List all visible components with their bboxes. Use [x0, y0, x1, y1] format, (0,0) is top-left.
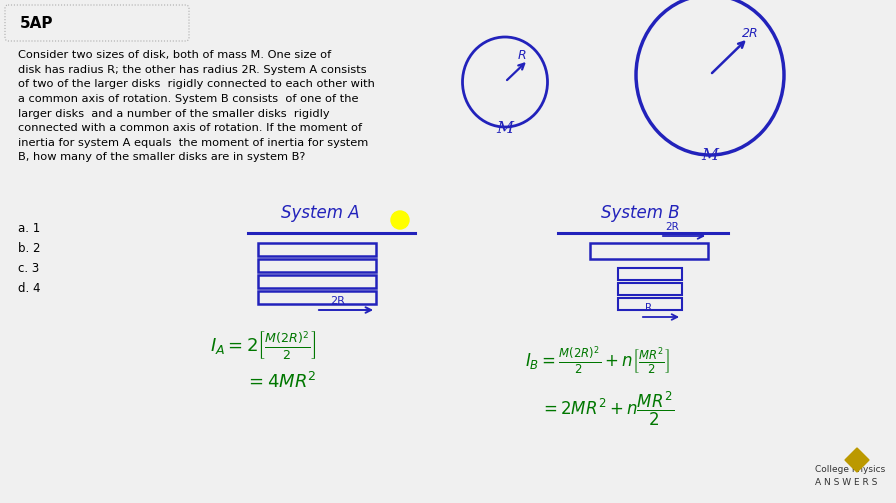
Polygon shape: [845, 448, 869, 472]
Bar: [590, 243, 708, 259]
Text: b. 2: b. 2: [18, 242, 40, 255]
Bar: [618, 298, 682, 310]
Bar: [258, 243, 376, 256]
Text: R: R: [518, 49, 527, 62]
Text: System B: System B: [600, 204, 679, 222]
Text: $I_B = \frac{M(2R)^2}{2} + n\left[\frac{MR^2}{2}\right]$: $I_B = \frac{M(2R)^2}{2} + n\left[\frac{…: [525, 345, 670, 377]
Text: d. 4: d. 4: [18, 282, 40, 295]
Text: 2R: 2R: [665, 222, 679, 232]
Bar: [258, 291, 376, 304]
Bar: [258, 259, 376, 272]
Bar: [258, 275, 376, 288]
Text: M: M: [702, 147, 719, 164]
FancyBboxPatch shape: [5, 5, 189, 41]
Text: Consider two sizes of disk, both of mass M. One size of
disk has radius R; the o: Consider two sizes of disk, both of mass…: [18, 50, 375, 162]
Text: System A: System A: [280, 204, 359, 222]
Text: 2R: 2R: [330, 296, 345, 306]
Bar: [618, 268, 682, 280]
Bar: [618, 283, 682, 295]
Text: a. 1: a. 1: [18, 222, 40, 235]
Text: M: M: [496, 120, 513, 137]
Text: 5AP: 5AP: [20, 16, 54, 31]
Text: $= 2MR^2 + n\dfrac{MR^2}{2}$: $= 2MR^2 + n\dfrac{MR^2}{2}$: [540, 390, 674, 429]
Text: $= 4MR^2$: $= 4MR^2$: [245, 372, 316, 392]
Text: R: R: [645, 303, 652, 313]
Text: 2R: 2R: [742, 27, 759, 40]
Text: College Physics
A N S W E R S: College Physics A N S W E R S: [815, 465, 885, 487]
Text: c. 3: c. 3: [18, 262, 39, 275]
Text: $I_A = 2\left[\frac{M(2R)^2}{2}\right]$: $I_A = 2\left[\frac{M(2R)^2}{2}\right]$: [210, 330, 316, 362]
Circle shape: [391, 211, 409, 229]
